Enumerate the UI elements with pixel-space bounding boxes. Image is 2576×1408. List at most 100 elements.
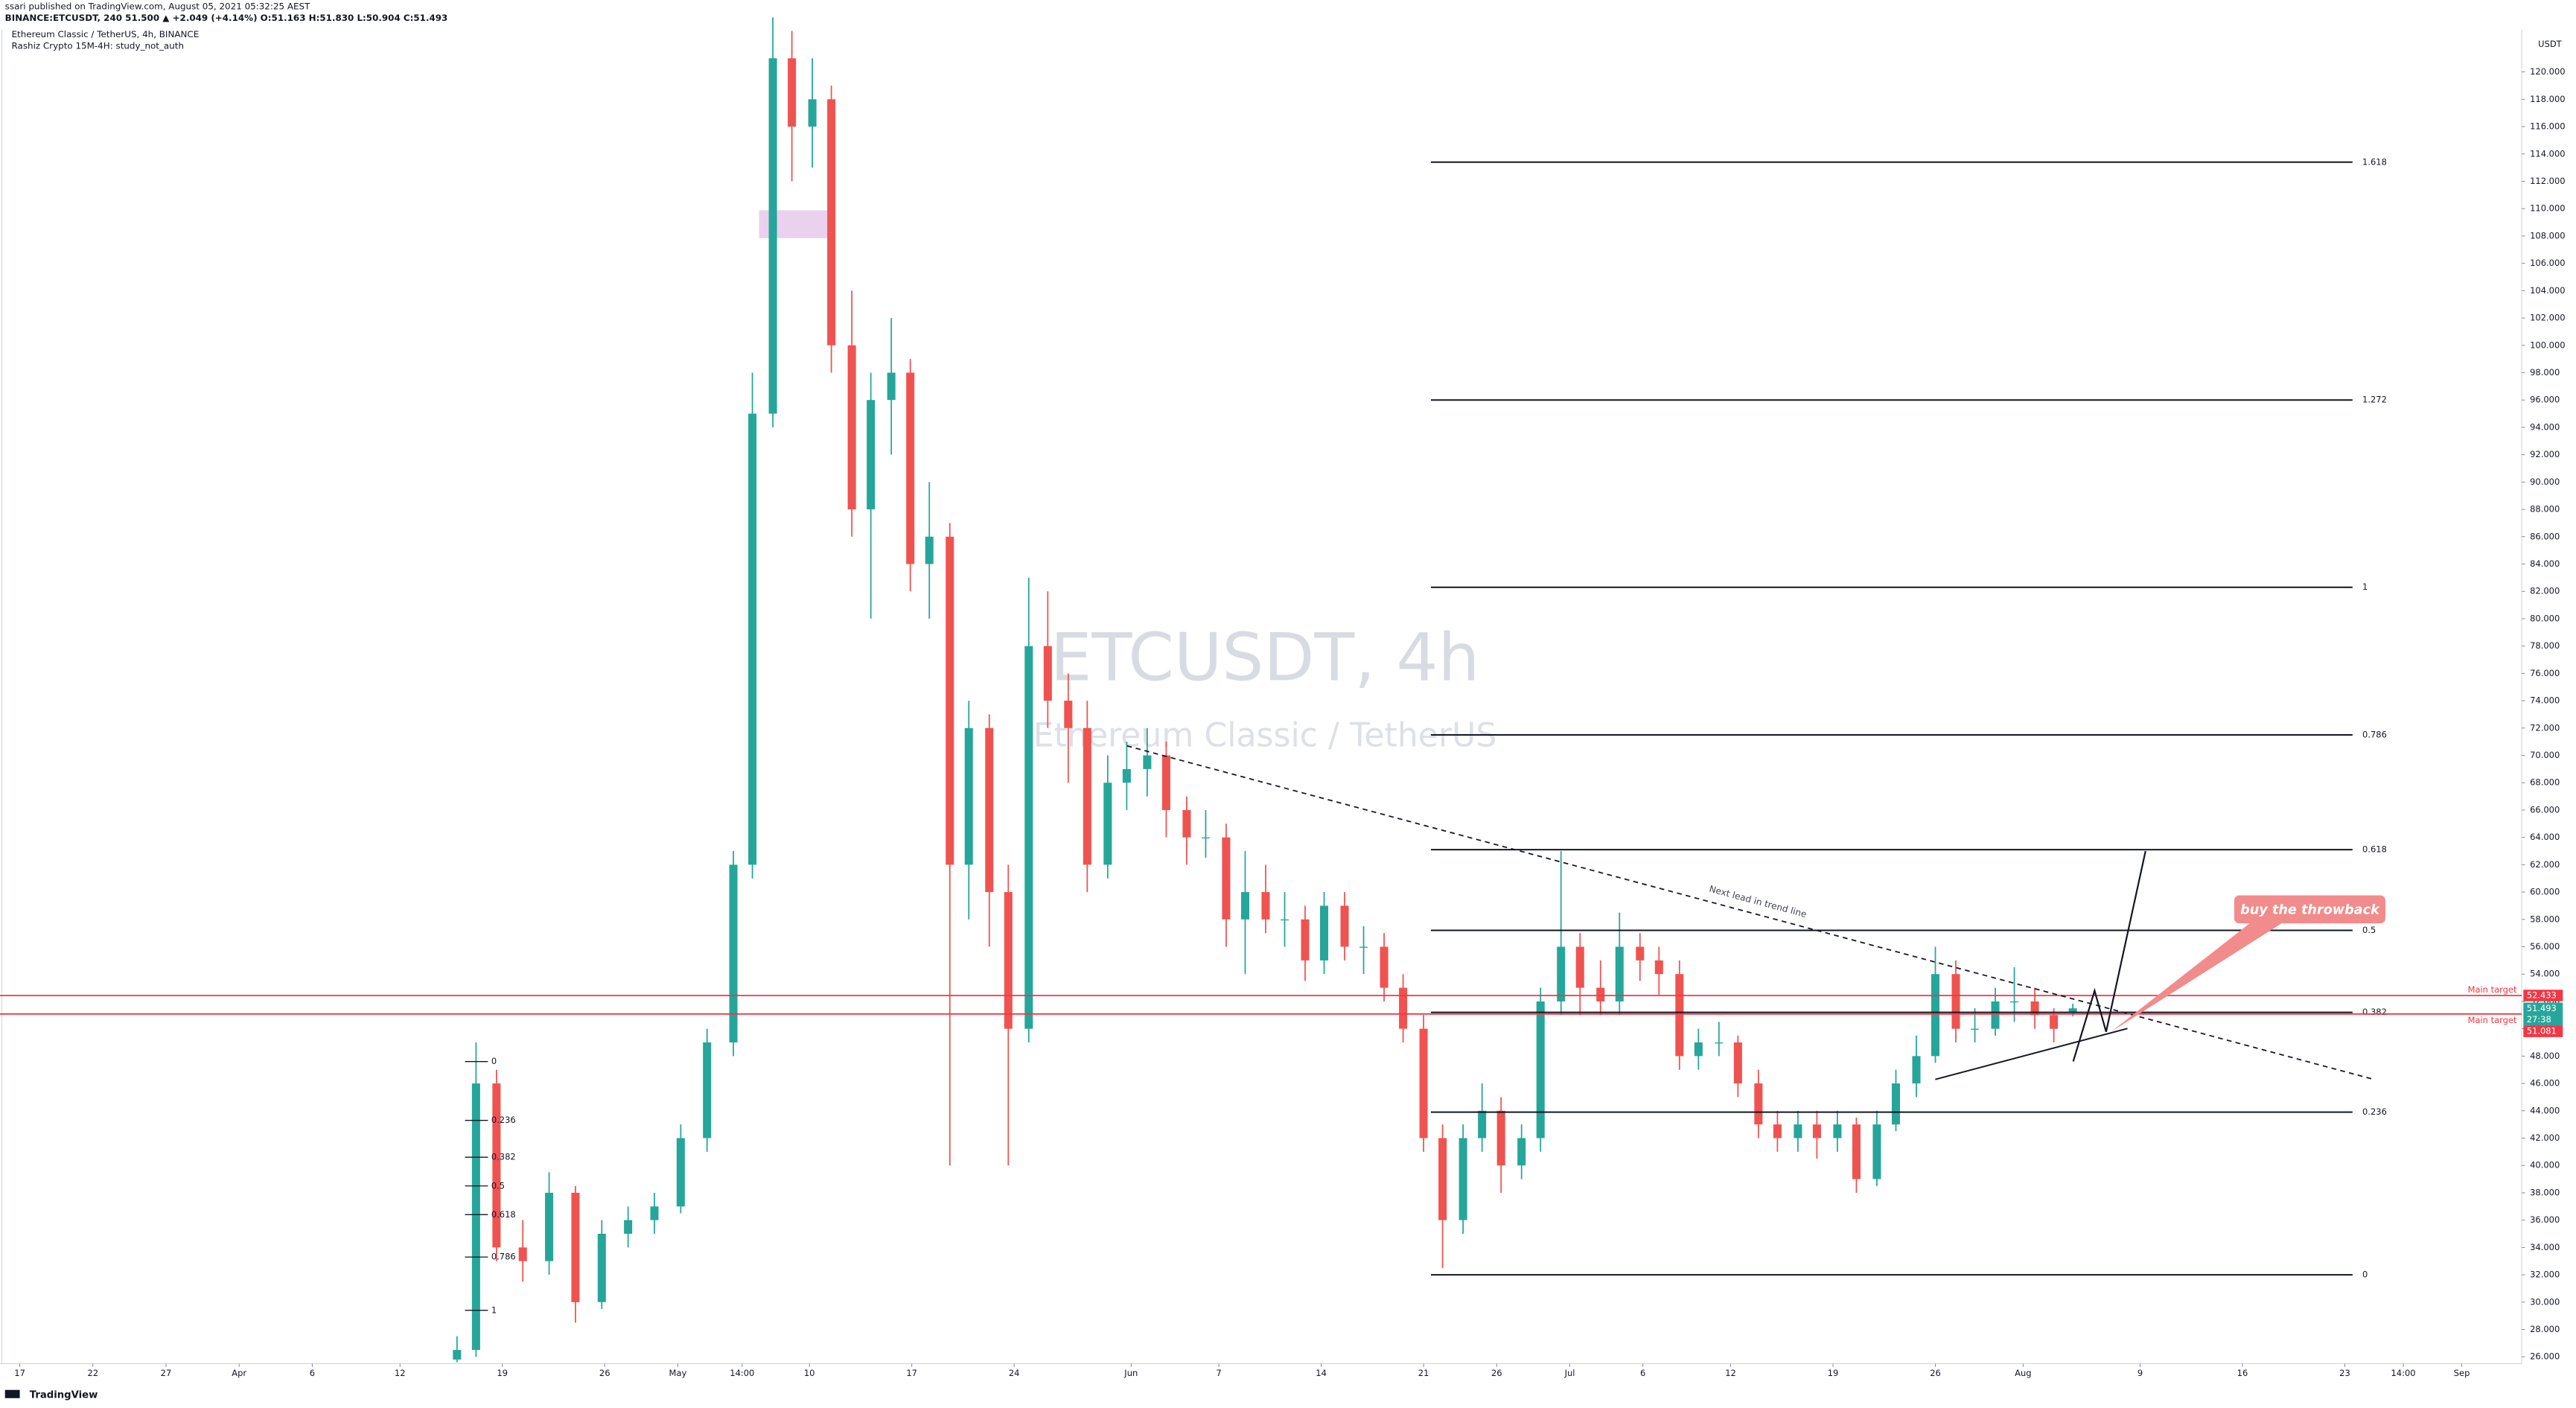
x-tick-label: 12: [395, 1368, 406, 1378]
candle-body: [768, 58, 777, 414]
candle-body: [1596, 987, 1605, 1001]
x-tick-label: 19: [1828, 1368, 1839, 1378]
candle-body: [624, 1220, 633, 1235]
x-tick-label: Apr: [232, 1368, 246, 1378]
fib-label: 0.382: [2362, 1007, 2387, 1017]
candle-body: [1103, 783, 1112, 865]
y-tick-label: 48.000: [2530, 1051, 2560, 1061]
price-tag-label: 51.493: [2527, 1003, 2557, 1013]
candle-body: [676, 1138, 685, 1207]
candle-body: [1419, 1028, 1428, 1138]
x-tick-label: Aug: [2015, 1368, 2031, 1378]
fib-label: 0: [2362, 1270, 2368, 1280]
candle-body: [1833, 1124, 1842, 1138]
candle-body: [1517, 1138, 1526, 1166]
y-tick-label: 102.000: [2530, 313, 2565, 323]
candle-body: [887, 372, 896, 401]
y-tick-label: 86.000: [2530, 531, 2560, 541]
candle-body: [847, 345, 856, 510]
projection-path: [2072, 850, 2146, 1062]
fib-label: 0.786: [2362, 729, 2387, 739]
x-tick-label: 14:00: [730, 1368, 754, 1378]
x-tick-label: 21: [1418, 1368, 1429, 1378]
y-tick-label: 56.000: [2530, 941, 2560, 952]
y-tick-label: 94.000: [2530, 421, 2560, 432]
candle-body: [1912, 1056, 1921, 1084]
y-tick-label: 84.000: [2530, 558, 2560, 569]
candle-body: [827, 99, 836, 345]
y-tick-label: 98.000: [2530, 367, 2560, 378]
candle-body: [1872, 1124, 1881, 1179]
candle-body: [946, 536, 954, 865]
candle-body: [1636, 946, 1645, 961]
y-tick-label: 104.000: [2530, 285, 2565, 296]
currency-label: USDT: [2538, 39, 2563, 49]
x-tick-label: 7: [1216, 1368, 1221, 1378]
candle-body: [1340, 905, 1349, 947]
x-tick-label: 27: [161, 1368, 172, 1378]
countdown-tag: [2523, 1013, 2563, 1026]
y-tick-label: 72.000: [2530, 722, 2560, 733]
brand-logo: [4, 1389, 20, 1398]
candle-body: [985, 727, 994, 893]
fib-label: 0.618: [2362, 844, 2387, 855]
candle-body: [1496, 1110, 1505, 1166]
y-tick-label: 46.000: [2530, 1078, 2560, 1089]
candle-body: [2050, 1015, 2059, 1029]
x-tick-label: 19: [497, 1368, 508, 1378]
candle-body: [571, 1192, 580, 1302]
candle-body: [867, 400, 876, 510]
small-fib-label: 0.236: [491, 1115, 516, 1125]
y-tick-label: 66.000: [2530, 804, 2560, 815]
candle-body: [1359, 946, 1368, 948]
y-tick-label: 100.000: [2530, 340, 2565, 350]
y-tick-label: 38.000: [2530, 1187, 2560, 1197]
y-tick-label: 36.000: [2530, 1214, 2560, 1225]
y-tick-label: 110.000: [2530, 203, 2565, 214]
brand: TradingView: [30, 1389, 98, 1401]
candle-body: [1536, 1001, 1545, 1138]
candle-body: [1122, 768, 1131, 783]
x-tick-label: Jul: [1564, 1368, 1575, 1378]
y-tick-label: 80.000: [2530, 613, 2560, 623]
candle-body: [1931, 974, 1940, 1057]
y-tick-label: 40.000: [2530, 1160, 2560, 1170]
x-tick-label: 12: [1725, 1368, 1736, 1378]
y-tick-label: 82.000: [2530, 586, 2560, 596]
candle-body: [1182, 809, 1191, 838]
y-tick-label: 114.000: [2530, 148, 2565, 159]
candle-body: [597, 1234, 606, 1302]
candle-body: [964, 727, 973, 865]
candle-body: [1715, 1042, 1724, 1044]
y-tick-label: 60.000: [2530, 887, 2560, 897]
candle-body: [1301, 919, 1310, 961]
x-tick-label: 14:00: [2391, 1368, 2415, 1378]
y-tick-label: 88.000: [2530, 504, 2560, 515]
x-tick-label: 9: [2137, 1368, 2143, 1378]
price-tag-label: 51.081: [2527, 1026, 2557, 1036]
candle-body: [1064, 701, 1073, 728]
y-tick-label: 108.000: [2530, 230, 2565, 240]
y-tick-label: 106.000: [2530, 258, 2565, 268]
x-tick-label: 6: [1640, 1368, 1645, 1378]
callout-text: buy the throwback: [2240, 902, 2380, 917]
callout-pointer: [2111, 920, 2287, 1032]
candle-body: [1458, 1138, 1467, 1220]
watermark-symbol: ETCUSDT, 4h: [1051, 619, 1480, 696]
y-tick-label: 34.000: [2530, 1242, 2560, 1252]
watermark-description: Ethereum Classic / TetherUS: [1033, 717, 1497, 755]
candle-body: [1615, 946, 1624, 1001]
candle-body: [453, 1350, 462, 1360]
y-tick-label: 96.000: [2530, 395, 2560, 405]
y-tick-label: 78.000: [2530, 640, 2560, 651]
price-tag: [2523, 1002, 2563, 1014]
candle-body: [1733, 1042, 1742, 1084]
x-tick-label: 26: [599, 1368, 610, 1378]
x-tick-label: 6: [310, 1368, 315, 1378]
y-tick-label: 64.000: [2530, 832, 2560, 842]
series-legend: Ethereum Classic / TetherUS, 4h, BINANCE: [12, 29, 200, 39]
x-tick-label: 26: [1491, 1368, 1502, 1378]
